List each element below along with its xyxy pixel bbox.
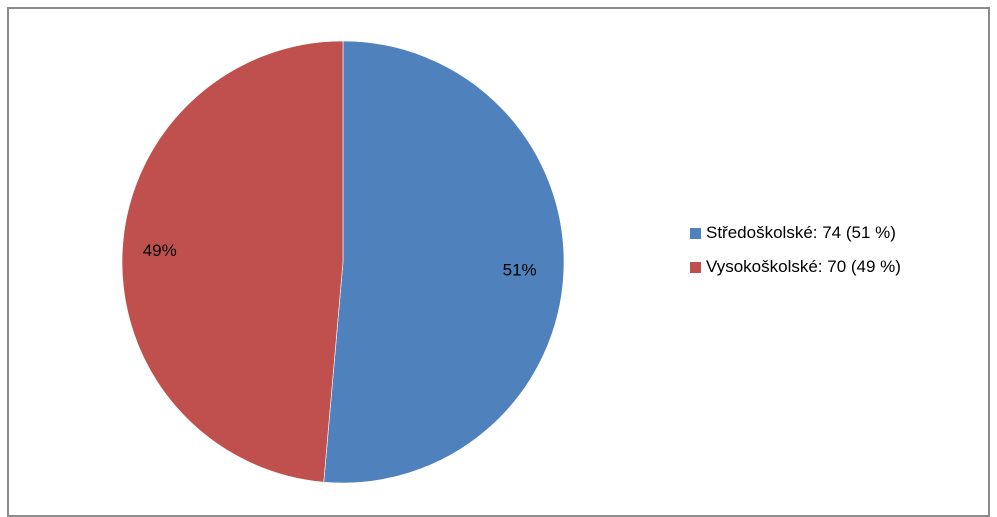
legend: Středoškolské: 74 (51 %) Vysokoškolské: … [690, 223, 901, 291]
pie-slice-vysokoskolske [121, 40, 344, 483]
pie-slice-stredoskolske [323, 40, 565, 484]
legend-item-vysokoskolske: Vysokoškolské: 70 (49 %) [690, 257, 901, 277]
pie-chart: 51% 49% [121, 40, 565, 484]
legend-swatch-stredoskolske [690, 227, 701, 239]
legend-item-stredoskolske: Středoškolské: 74 (51 %) [690, 223, 901, 243]
legend-label-vysokoskolske: Vysokoškolské: 70 (49 %) [706, 257, 901, 276]
data-label-stredoskolske: 51% [503, 261, 537, 280]
legend-label-stredoskolske: Středoškolské: 74 (51 %) [706, 223, 896, 242]
data-label-vysokoskolske: 49% [143, 241, 177, 260]
pie-slices [121, 40, 565, 484]
pie-labels: 51% 49% [143, 241, 537, 280]
legend-swatch-vysokoskolske [690, 261, 701, 273]
